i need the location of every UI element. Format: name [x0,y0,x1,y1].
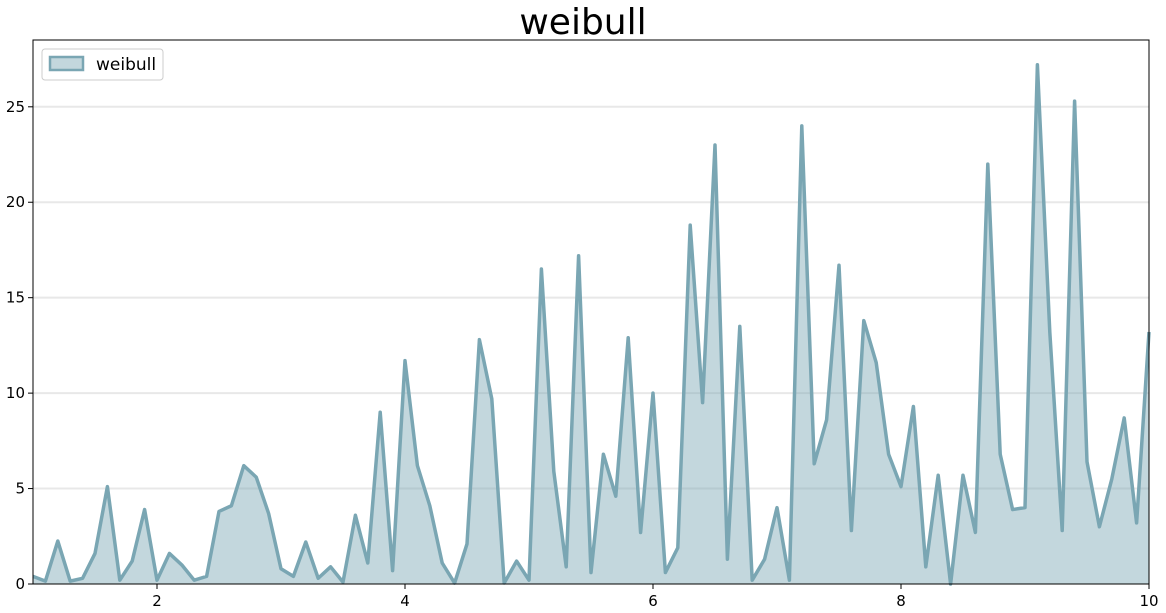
series-area [33,64,1149,584]
y-tick-label: 25 [6,98,25,116]
y-tick-label: 10 [6,384,25,402]
chart-title: weibull [519,2,647,43]
legend-swatch [48,55,85,72]
x-tick-label: 4 [400,592,410,610]
series-line [32,63,1151,586]
x-tick-label: 8 [896,592,906,610]
legend-label: weibull [96,55,156,75]
plot-frame [32,39,1150,585]
legend: weibull [41,48,164,81]
x-tick-label: 6 [648,592,658,610]
series-layer [32,63,1151,586]
axes: 2 4 6 8 10 0 5 10 15 20 25 [6,39,1159,610]
y-tick-label: 15 [6,289,25,307]
y-tick-label: 5 [15,480,25,498]
x-tick-label: 2 [152,592,162,610]
y-tick-label: 20 [6,193,25,211]
y-tick-label: 0 [15,575,25,593]
x-tick-label: 10 [1139,592,1158,610]
